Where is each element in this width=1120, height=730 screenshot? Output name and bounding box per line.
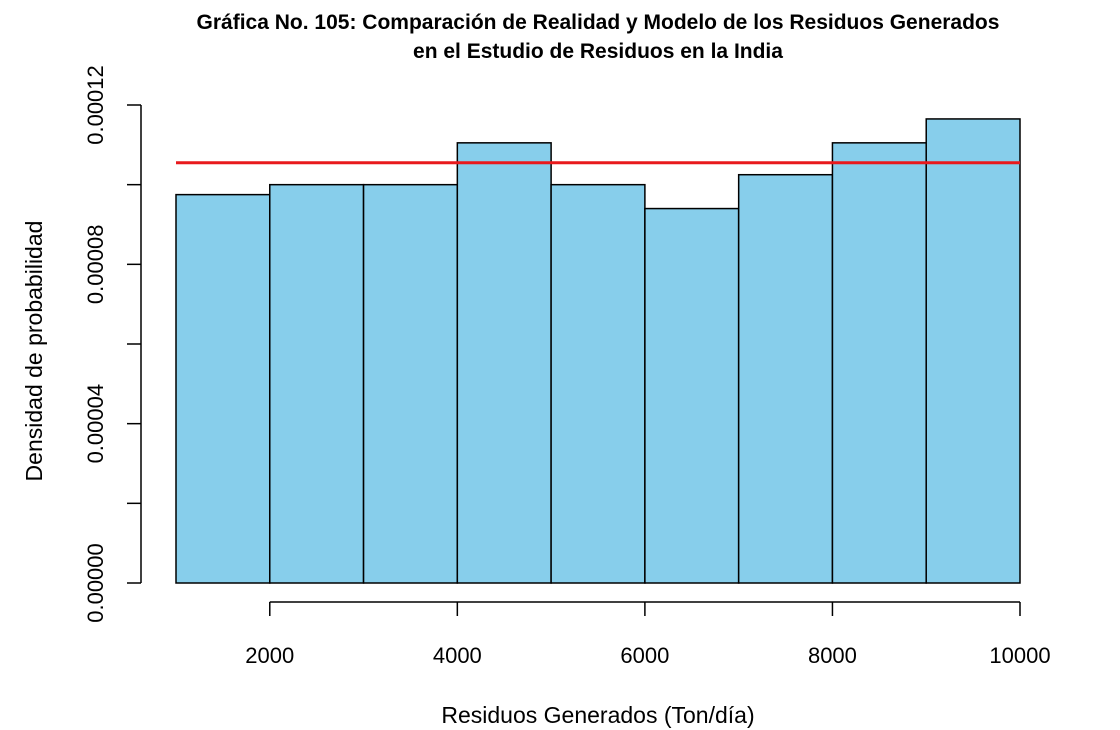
y-tick-label-2: 0.00004 (83, 384, 108, 464)
x-tick-label-6000: 6000 (620, 643, 669, 668)
histogram-bar-5 (550, 183, 646, 584)
y-tick-label-6: 0.00012 (83, 65, 108, 145)
chart-title-line-1: Gráfica No. 105: Comparación de Realidad… (197, 11, 1000, 34)
x-tick-label-4000: 4000 (433, 643, 482, 668)
x-tick-label-10000: 10000 (989, 643, 1050, 668)
histogram-bar-6 (644, 207, 740, 584)
bars-group (175, 118, 1021, 584)
x-tick-label-8000: 8000 (808, 643, 857, 668)
histogram-bar-7 (737, 173, 834, 584)
y-tick-label-4: 0.00008 (83, 225, 108, 305)
y-tick-label-0: 0.00000 (83, 543, 108, 623)
y-axis: 0.00000 0.00004 0.00008 0.00012 (83, 65, 142, 623)
histogram-bar-2 (269, 183, 365, 584)
histogram-bar-8 (831, 142, 927, 584)
x-axis-label: Residuos Generados (Ton/día) (441, 702, 754, 728)
histogram-bar-3 (362, 183, 459, 584)
histogram-bar-1 (175, 193, 271, 584)
histogram-bar-9 (925, 118, 1021, 584)
x-axis: 2000 4000 6000 8000 10000 (245, 601, 1051, 668)
chart-title-line-2: en el Estudio de Residuos en la India (413, 40, 783, 63)
x-tick-label-2000: 2000 (245, 643, 294, 668)
y-axis-label: Densidad de probabilidad (21, 221, 47, 482)
histogram-bar-4 (456, 142, 552, 584)
